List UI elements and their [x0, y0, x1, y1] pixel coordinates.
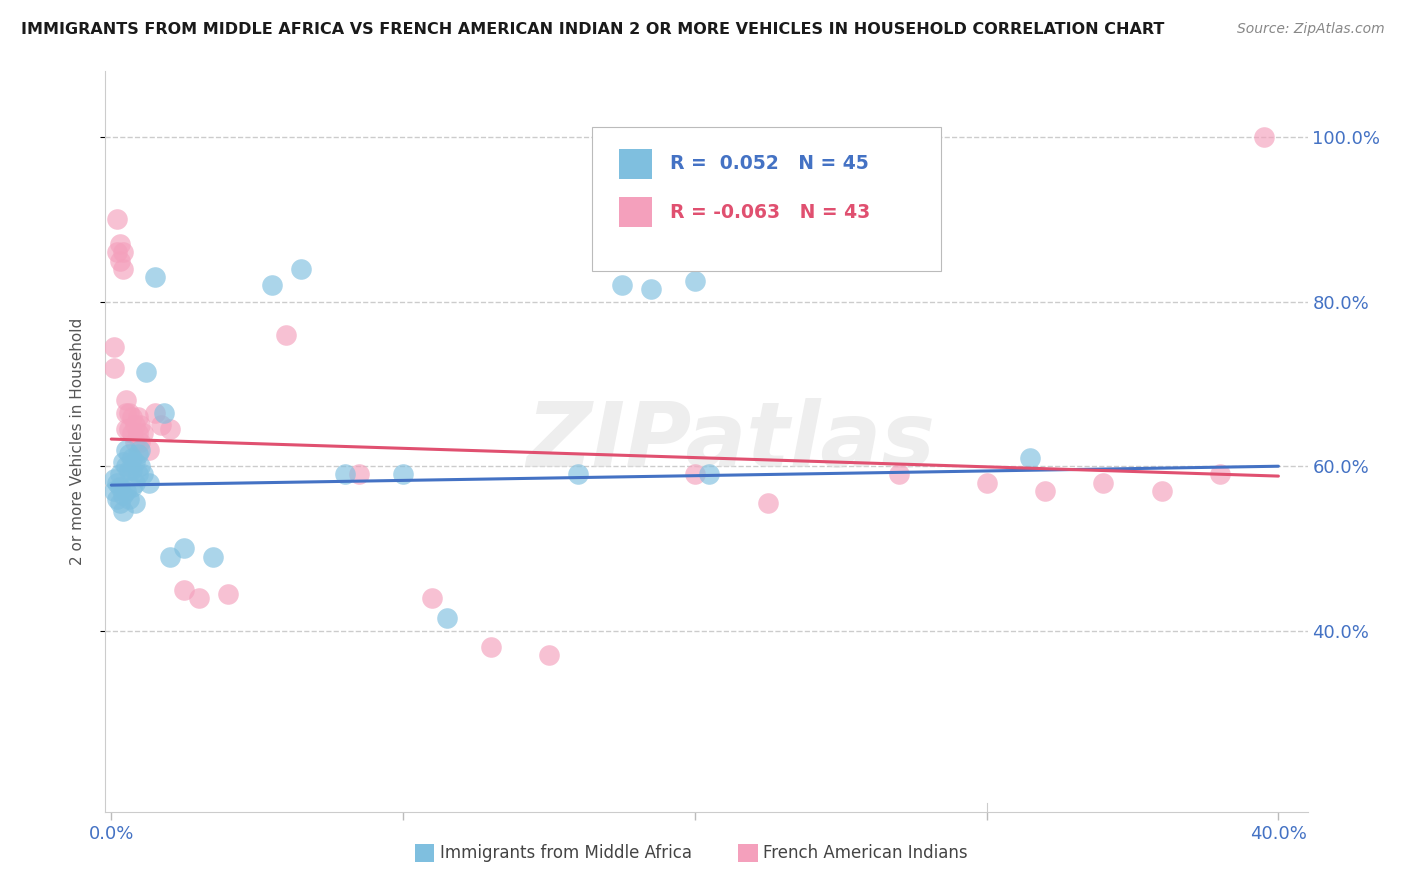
Point	[115, 459, 138, 474]
Point	[260, 278, 283, 293]
Point	[349, 467, 371, 482]
Point	[479, 640, 502, 655]
Point	[103, 472, 125, 486]
Point	[138, 475, 160, 490]
Point	[138, 442, 160, 457]
Point	[537, 648, 560, 663]
Point	[105, 245, 128, 260]
Text: IMMIGRANTS FROM MIDDLE AFRICA VS FRENCH AMERICAN INDIAN 2 OR MORE VEHICLES IN HO: IMMIGRANTS FROM MIDDLE AFRICA VS FRENCH …	[21, 22, 1164, 37]
Point	[173, 541, 195, 556]
Point	[111, 455, 134, 469]
Point	[118, 492, 141, 507]
Point	[143, 270, 166, 285]
Point	[129, 418, 152, 433]
Point	[121, 450, 143, 465]
FancyBboxPatch shape	[592, 127, 941, 271]
Point	[124, 434, 146, 449]
Text: French American Indians: French American Indians	[763, 844, 969, 862]
Point	[143, 406, 166, 420]
Point	[118, 447, 141, 461]
Point	[121, 463, 143, 477]
Point	[436, 611, 458, 625]
Point	[105, 212, 128, 227]
Point	[108, 496, 131, 510]
Point	[640, 282, 662, 296]
Point	[610, 278, 633, 293]
Point	[187, 591, 209, 605]
Point	[127, 409, 149, 424]
Point	[1033, 483, 1056, 498]
Point	[115, 393, 138, 408]
Point	[756, 496, 779, 510]
Y-axis label: 2 or more Vehicles in Household: 2 or more Vehicles in Household	[70, 318, 84, 566]
Point	[105, 475, 128, 490]
Point	[124, 496, 146, 510]
Point	[159, 549, 181, 564]
Point	[699, 467, 721, 482]
Point	[149, 418, 172, 433]
Point	[420, 591, 443, 605]
Point	[105, 492, 128, 507]
Point	[108, 253, 131, 268]
Text: R =  0.052   N = 45: R = 0.052 N = 45	[671, 154, 869, 173]
Point	[683, 274, 706, 288]
Point	[217, 587, 239, 601]
Point	[103, 360, 125, 375]
Point	[115, 483, 138, 498]
Point	[1092, 475, 1115, 490]
Text: ZIPatlas: ZIPatlas	[526, 398, 935, 485]
Point	[159, 422, 181, 436]
Point	[127, 447, 149, 461]
Point	[1209, 467, 1232, 482]
Point	[1253, 130, 1275, 145]
Point	[111, 504, 134, 518]
Point	[111, 261, 134, 276]
Bar	[619, 149, 652, 178]
Point	[121, 480, 143, 494]
Point	[124, 475, 146, 490]
Text: Source: ZipAtlas.com: Source: ZipAtlas.com	[1237, 22, 1385, 37]
Point	[976, 475, 998, 490]
Point	[153, 406, 176, 420]
Point	[118, 422, 141, 436]
Point	[129, 459, 152, 474]
Point	[1150, 483, 1173, 498]
Point	[103, 483, 125, 498]
Point	[108, 480, 131, 494]
Point	[290, 261, 312, 276]
Point	[124, 455, 146, 469]
Point	[132, 426, 155, 441]
Point	[887, 467, 910, 482]
Point	[111, 488, 134, 502]
Text: Immigrants from Middle Africa: Immigrants from Middle Africa	[440, 844, 692, 862]
Point	[115, 406, 138, 420]
Point	[683, 467, 706, 482]
Point	[132, 467, 155, 482]
Text: R = -0.063   N = 43: R = -0.063 N = 43	[671, 202, 870, 221]
Point	[115, 442, 138, 457]
Point	[127, 467, 149, 482]
Point	[567, 467, 589, 482]
Point	[135, 365, 157, 379]
Point	[108, 237, 131, 252]
Point	[121, 409, 143, 424]
Point	[118, 463, 141, 477]
Point	[121, 426, 143, 441]
Point	[333, 467, 356, 482]
Point	[124, 418, 146, 433]
Point	[202, 549, 225, 564]
Point	[129, 442, 152, 457]
Point	[392, 467, 415, 482]
Point	[276, 327, 298, 342]
Point	[1019, 450, 1042, 465]
Point	[127, 426, 149, 441]
Point	[111, 245, 134, 260]
Point	[108, 467, 131, 482]
Point	[118, 406, 141, 420]
Point	[129, 434, 152, 449]
Point	[115, 422, 138, 436]
Point	[173, 582, 195, 597]
Point	[103, 340, 125, 354]
Bar	[619, 197, 652, 227]
